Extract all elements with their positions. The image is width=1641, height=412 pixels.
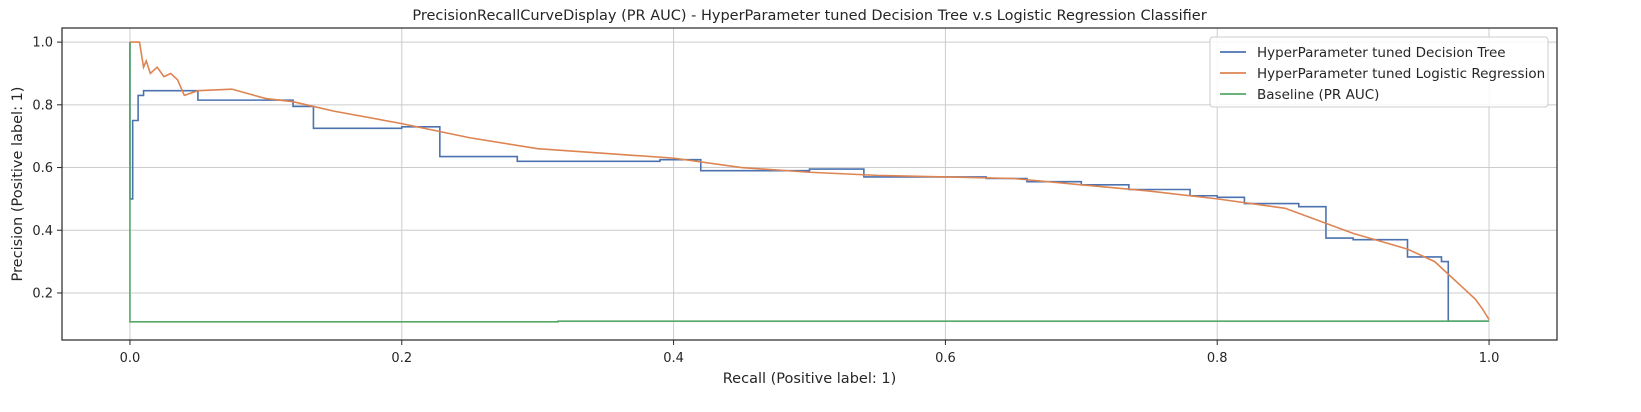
- y-axis-label: Precision (Positive label: 1): [10, 87, 26, 282]
- y-tick-label: 0.6: [32, 161, 53, 176]
- y-tick-label: 0.8: [32, 98, 53, 113]
- x-tick-label: 0.6: [935, 351, 956, 366]
- y-tick-label: 1.0: [32, 36, 53, 51]
- series-layer: [129, 41, 1490, 323]
- legend-label: Baseline (PR AUC): [1257, 87, 1379, 103]
- y-tick-label: 0.4: [32, 224, 53, 239]
- series-line-2: [129, 42, 1490, 323]
- y-tick-label: 0.2: [32, 286, 53, 301]
- legend-label: HyperParameter tuned Decision Tree: [1257, 45, 1506, 61]
- x-tick-label: 0.4: [663, 351, 684, 366]
- legend-box: [1209, 36, 1549, 108]
- x-tick-label: 0.0: [120, 351, 141, 366]
- legend-label: HyperParameter tuned Logistic Regression: [1257, 66, 1545, 82]
- legend: HyperParameter tuned Decision Tree HyperP…: [1209, 36, 1549, 108]
- chart-title: PrecisionRecallCurveDisplay (PR AUC) - H…: [412, 8, 1206, 24]
- x-tick-label: 1.0: [1479, 351, 1500, 366]
- plot-frame: [61, 27, 1558, 341]
- series-line-0: [129, 42, 1490, 322]
- x-tick-label: 0.8: [1207, 351, 1228, 366]
- tick-layer: 0.0 0.2 0.4 0.6 0.8 1.0 0.2 0.4 0.6 0.8 1.0: [32, 36, 1499, 366]
- x-tick-label: 0.2: [391, 351, 412, 366]
- x-axis-label: Recall (Positive label: 1): [723, 371, 896, 387]
- series-line-1: [129, 41, 1490, 321]
